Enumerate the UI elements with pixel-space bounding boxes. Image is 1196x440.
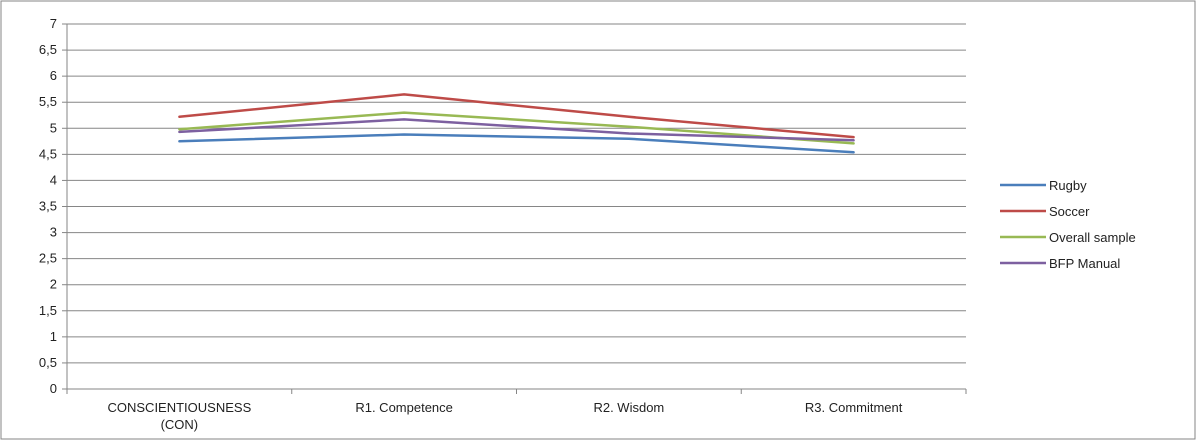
y-tick-label: 5,5 <box>39 94 57 109</box>
x-tick-label: R3. Commitment <box>805 400 903 415</box>
y-tick-label: 1 <box>50 329 57 344</box>
y-tick-label: 3 <box>50 225 57 240</box>
y-tick-label: 0,5 <box>39 355 57 370</box>
series-line-soccer <box>178 93 855 139</box>
series-line-overall-sample <box>178 111 855 145</box>
legend-label: BFP Manual <box>1049 256 1120 271</box>
y-tick-label: 0 <box>50 381 57 396</box>
y-tick-label: 5 <box>50 120 57 135</box>
y-tick-label: 4 <box>50 172 57 187</box>
x-axis: CONSCIENTIOUSNESS (CON) R1. Competence R2. … <box>66 388 967 432</box>
y-tick-label: 2 <box>50 277 57 292</box>
legend-label: Soccer <box>1049 204 1090 219</box>
y-tick-label: 4,5 <box>39 146 57 161</box>
y-tick-label: 3,5 <box>39 199 57 214</box>
y-tick-label: 6 <box>50 68 57 83</box>
series-line-rugby <box>178 133 855 154</box>
y-axis: 0 0,5 1 1,5 2 2,5 3 3,5 4 4,5 5 5,5 6 6,5 7 <box>39 16 68 396</box>
x-tick-label: R1. Competence <box>355 400 453 415</box>
y-tick-label: 6,5 <box>39 42 57 57</box>
y-tick-label: 1,5 <box>39 303 57 318</box>
x-tick-label: CONSCIENTIOUSNESS (CON) <box>108 400 252 432</box>
legend-label: Overall sample <box>1049 230 1136 245</box>
legend-label: Rugby <box>1049 178 1087 193</box>
series-line-bfp-manual <box>178 118 855 142</box>
x-tick-label: R2. Wisdom <box>593 400 664 415</box>
y-tick-label: 7 <box>50 16 57 31</box>
gridlines <box>67 23 966 364</box>
legend: Rugby Soccer Overall sample BFP Manual <box>1000 178 1136 271</box>
y-tick-label: 2,5 <box>39 251 57 266</box>
series-lines <box>178 93 855 154</box>
